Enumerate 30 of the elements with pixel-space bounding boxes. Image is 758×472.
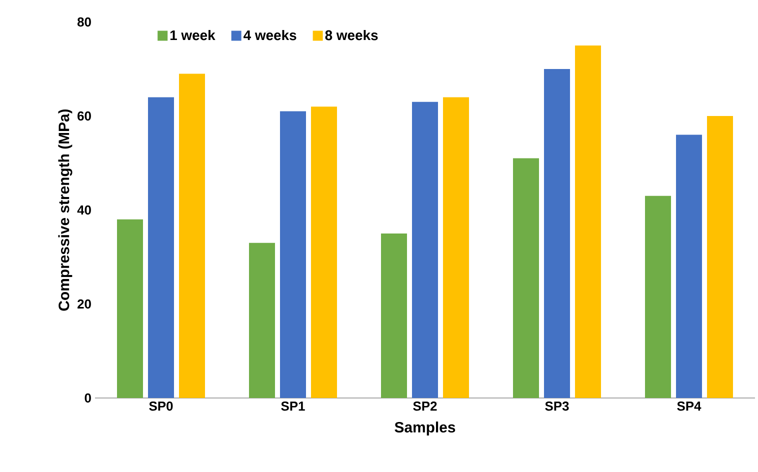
bar [645,196,672,398]
bar [117,219,143,398]
x-tick-label: SP3 [545,402,569,411]
bar [280,111,306,398]
y-tick-label: 40 [77,205,91,215]
y-axis-title: Compressive strength (MPa) [58,109,72,311]
bar [544,69,570,398]
x-tick-label: SP2 [413,402,437,411]
legend-label: 1 week [170,30,216,40]
bar [311,106,338,398]
y-tick-label: 0 [84,393,91,403]
bar [676,134,702,398]
bar [707,116,734,398]
x-axis-title: Samples [394,422,456,436]
x-tick-label: SP1 [281,402,305,411]
bar [412,102,438,398]
y-tick-label: 60 [78,111,91,121]
bar [179,74,205,398]
bar [575,46,602,398]
bar [513,158,539,398]
legend-label: 4 weeks [244,30,296,40]
bar [148,97,174,398]
x-tick-label: SP4 [677,402,702,411]
x-tick-label: SP0 [149,402,173,411]
bar [443,97,470,398]
bar [249,242,275,398]
bar [381,234,407,398]
y-tick-label: 80 [77,17,91,27]
y-tick-label: 20 [78,299,91,309]
legend-label: 8 weeks [325,30,378,40]
